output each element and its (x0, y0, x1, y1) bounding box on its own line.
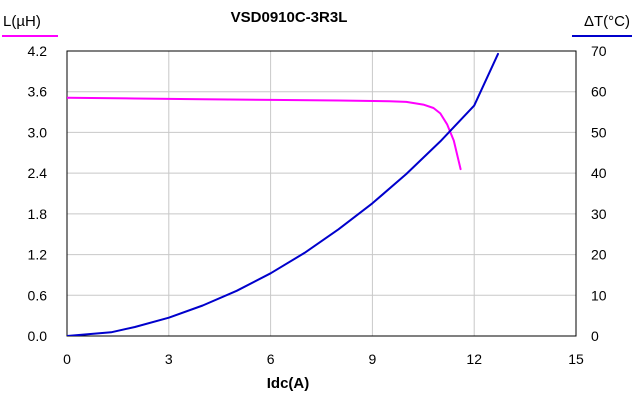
left-axis-title: L(µH) (3, 13, 41, 30)
y-left-tick-label: 2.4 (28, 165, 48, 181)
x-tick-label: 0 (63, 351, 71, 367)
y-left-tick-label: 3.6 (28, 84, 48, 100)
x-tick-label: 6 (267, 351, 275, 367)
plot-frame (66, 50, 577, 337)
tick-layer: 0 3 6 9 12 15 0.0 0.6 1.2 1.8 2.4 3.0 3.6 4.2 0 10 20 30 4… (28, 43, 607, 367)
series-layer (67, 52, 499, 336)
y-right-tick-label: 20 (591, 247, 607, 263)
y-right-tick-label: 50 (591, 124, 607, 140)
y-left-tick-label: 3.0 (28, 124, 48, 140)
inductance-line (67, 96, 462, 171)
grid (67, 51, 576, 336)
x-tick-label: 15 (568, 351, 584, 367)
temperature-rise-line (67, 52, 499, 336)
y-left-tick-label: 0.0 (28, 328, 48, 344)
y-left-tick-label: 0.6 (28, 287, 48, 303)
y-left-tick-label: 1.2 (28, 247, 48, 263)
x-tick-label: 3 (165, 351, 173, 367)
chart-title: VSD0910C-3R3L (231, 9, 348, 26)
y-right-tick-label: 0 (591, 328, 599, 344)
x-tick-label: 9 (369, 351, 377, 367)
y-right-tick-label: 70 (591, 43, 607, 59)
x-axis-title: Idc(A) (267, 375, 310, 392)
y-right-tick-label: 60 (591, 84, 607, 100)
right-axis-title: ΔT(°C) (584, 13, 630, 30)
y-right-tick-label: 40 (591, 165, 607, 181)
x-tick-label: 12 (466, 351, 482, 367)
y-right-tick-label: 10 (591, 287, 607, 303)
y-right-tick-label: 30 (591, 206, 607, 222)
y-left-tick-label: 4.2 (28, 43, 48, 59)
y-left-tick-label: 1.8 (28, 206, 48, 222)
